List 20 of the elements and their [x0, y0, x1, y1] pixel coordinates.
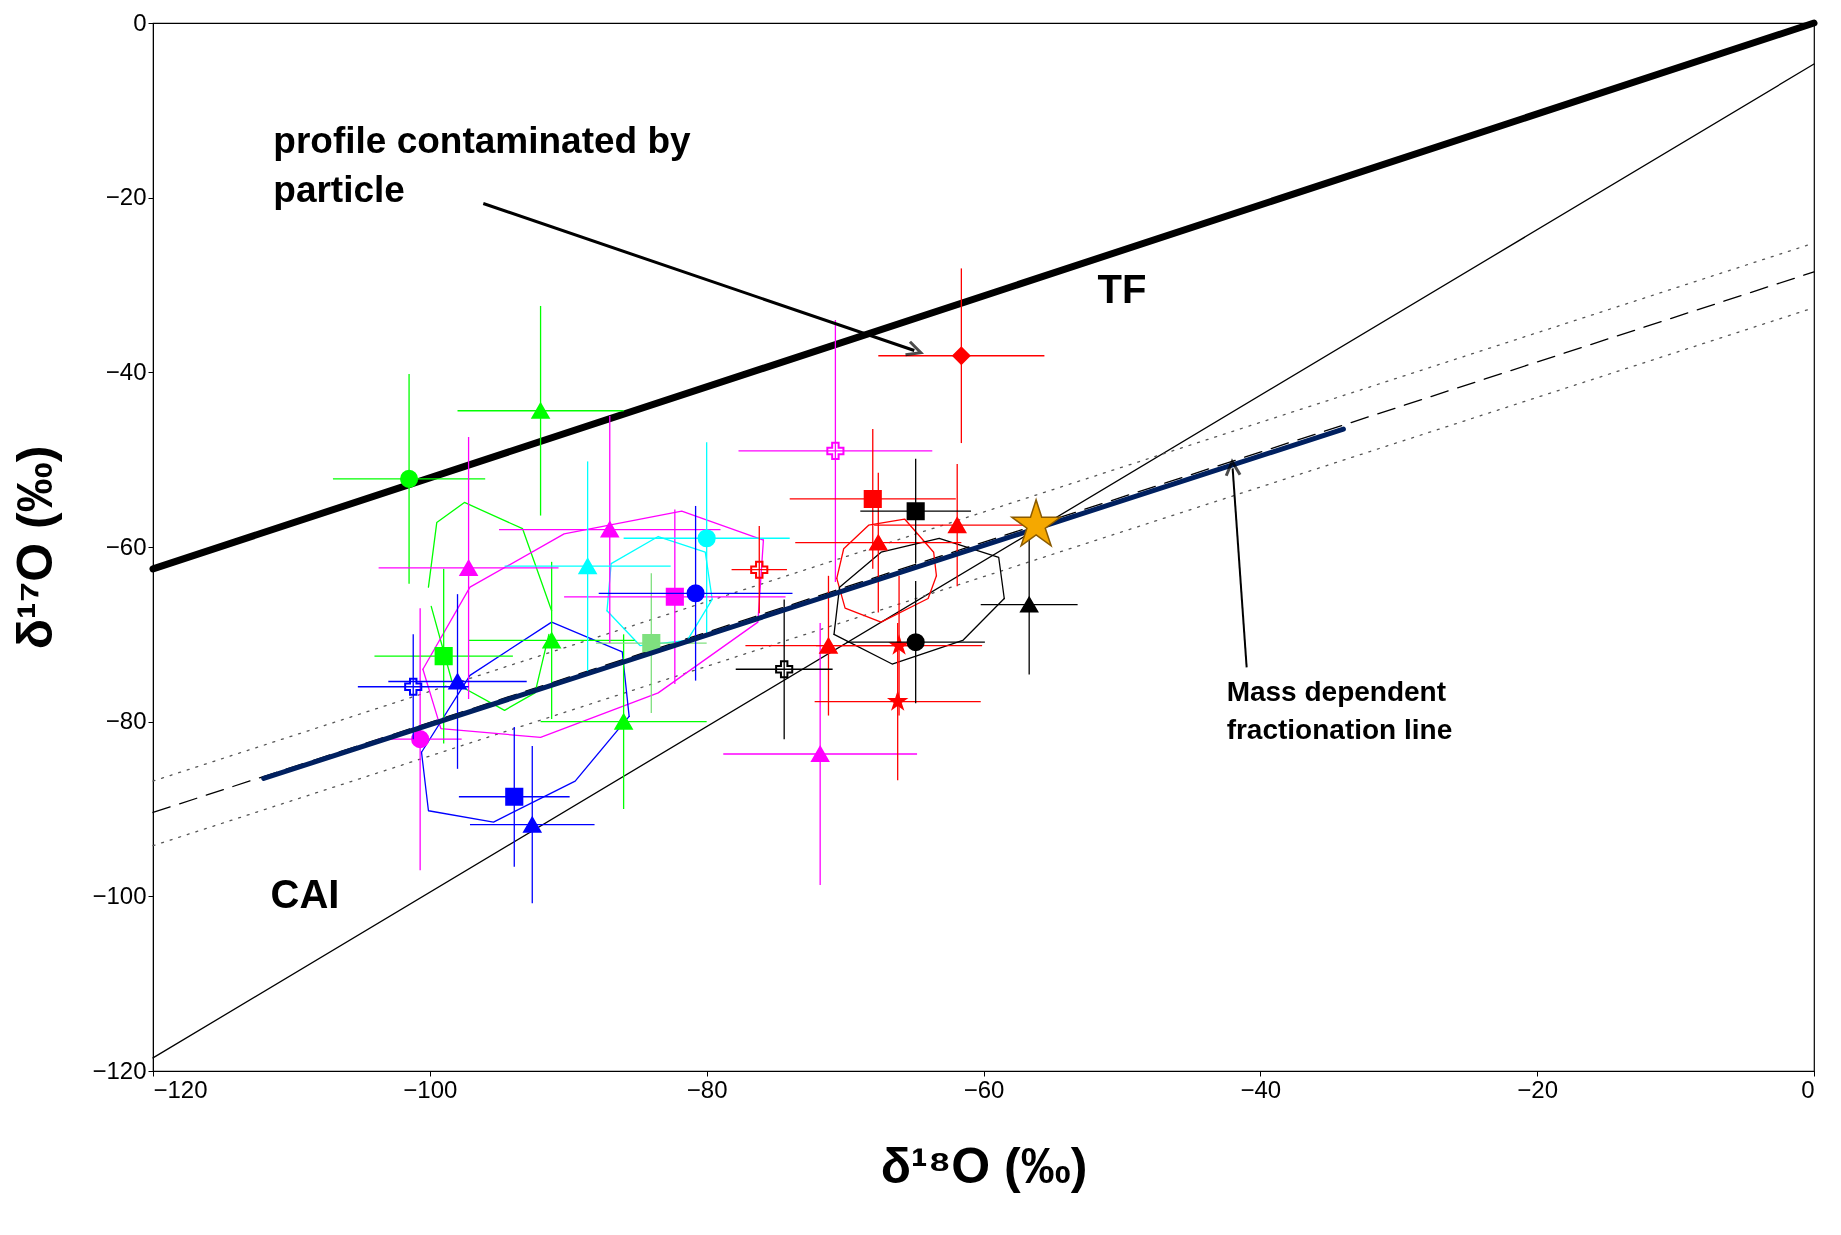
x-tick-label: 0 — [1801, 1075, 1815, 1103]
x-tick-label: −80 — [686, 1075, 728, 1103]
x-tick-label: −120 — [153, 1075, 208, 1103]
y-tick-label: −80 — [105, 707, 147, 735]
y-tick-label: −20 — [105, 183, 147, 211]
x-axis-title: δ¹⁸O (‰) — [880, 1137, 1088, 1194]
annotation: CAI — [270, 872, 340, 916]
y-tick-label: −60 — [105, 532, 147, 560]
annotation: Mass dependent fractionation line — [1226, 676, 1453, 746]
y-tick-label: −40 — [105, 357, 147, 385]
x-tick-label: −60 — [963, 1075, 1005, 1103]
y-axis-title: δ¹⁷O (‰) — [7, 445, 64, 650]
x-tick-label: −40 — [1240, 1075, 1282, 1103]
x-tick-label: −20 — [1517, 1075, 1559, 1103]
annotation: TF — [1097, 267, 1147, 311]
annotation: profile contaminated by particle — [273, 119, 692, 211]
y-tick-label: −120 — [92, 1056, 147, 1084]
y-tick-label: −100 — [92, 881, 147, 909]
y-tick-label: 0 — [133, 8, 147, 36]
x-tick-label: −100 — [403, 1075, 458, 1103]
